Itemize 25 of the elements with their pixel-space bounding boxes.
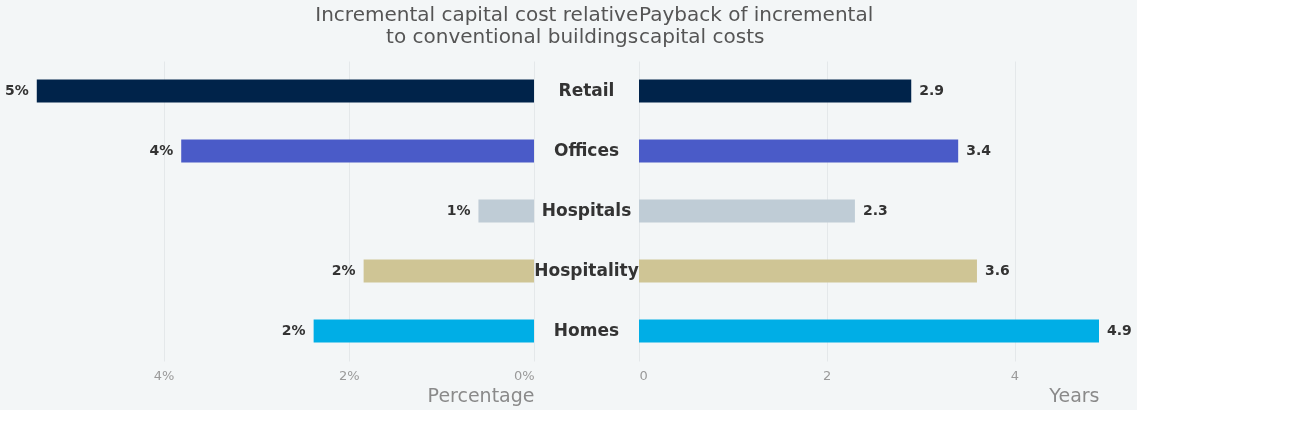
data-label: 2.9 (919, 82, 945, 98)
data-label: 2.3 (862, 202, 888, 218)
data-label: 5% (5, 82, 29, 98)
y-tick-label: Hospitality (534, 260, 639, 280)
x-tick-label: 0% (513, 367, 535, 383)
x-axis-title: Percentage (427, 383, 535, 406)
data-label: 2% (331, 262, 356, 278)
y-tick-label: Hospitals (541, 200, 632, 220)
data-label: 3.6 (984, 262, 1010, 278)
y-tick-label: Offices (553, 140, 620, 160)
x-tick-label: 2% (339, 367, 360, 383)
data-label: 4% (149, 142, 174, 158)
x-tick-label: 4% (153, 367, 175, 383)
y-tick-label: Homes (553, 320, 620, 340)
x-axis-title: Years (1048, 383, 1100, 406)
data-label: 3.4 (966, 142, 992, 158)
x-tick-label: 4 (1010, 367, 1020, 383)
chart-title: Payback of incremental capital costs (639, 2, 874, 48)
data-label: 4.9 (1107, 322, 1132, 338)
y-tick-label: Retail (558, 80, 615, 100)
x-tick-label: 0 (639, 367, 648, 383)
x-tick-label: 2 (823, 367, 832, 383)
data-label: 1% (446, 202, 471, 218)
chart-title: Incremental capital cost relative to conventional buildings (315, 2, 639, 48)
data-label: 2% (281, 322, 306, 338)
